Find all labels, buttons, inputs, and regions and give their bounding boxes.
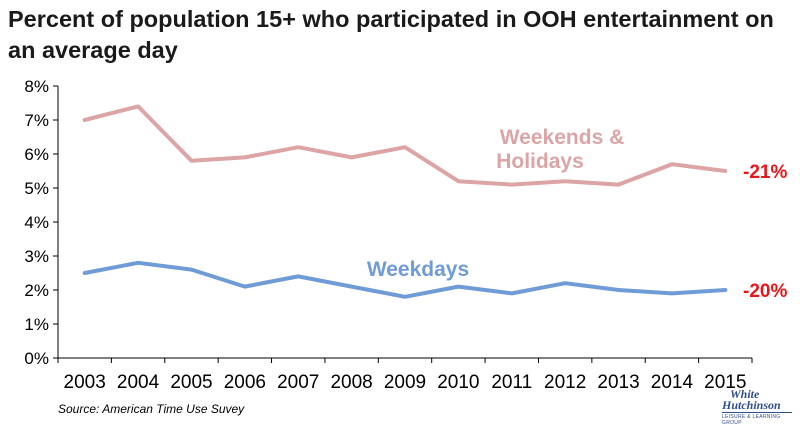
weekends-holidays-line — [82, 104, 728, 187]
y-tick-label: 0% — [24, 349, 49, 368]
x-tick-label: 2014 — [651, 372, 694, 393]
weekdays-change-label: -20% — [743, 281, 787, 302]
x-tick-label: 2006 — [224, 372, 266, 393]
logo-line-1: White — [730, 387, 760, 401]
y-tick-label: 7% — [24, 111, 49, 130]
weekdays-series-label: Weekdays — [367, 258, 469, 281]
x-tick-label: 2003 — [64, 372, 106, 393]
logo-divider — [722, 412, 792, 413]
x-tick-label: 2004 — [117, 372, 160, 393]
y-tick-label: 2% — [24, 281, 49, 300]
source-note: Source: American Time Use Suvey — [58, 402, 245, 416]
logo-line-3: LEISURE & LEARNING GROUP — [722, 414, 781, 426]
x-tick-label: 2013 — [597, 372, 639, 393]
company-logo: White Hutchinson LEISURE & LEARNING GROU… — [722, 388, 794, 428]
y-tick-label: 8% — [24, 77, 49, 96]
weekdays-line — [82, 260, 728, 299]
x-tick-label: 2009 — [384, 372, 426, 393]
x-tick-label: 2012 — [544, 372, 586, 393]
x-tick-label: 2010 — [437, 372, 479, 393]
y-tick-label: 4% — [24, 213, 49, 232]
weekends-series-label-line1: Weekends & — [500, 126, 625, 149]
y-tick-label: 1% — [24, 315, 49, 334]
x-tick-label: 2015 — [704, 372, 746, 393]
weekends-change-label: -21% — [743, 162, 787, 183]
x-tick-label: 2011 — [491, 372, 532, 393]
y-tick-label: 5% — [24, 179, 49, 198]
x-tick-label: 2005 — [170, 372, 212, 393]
x-tick-label: 2007 — [277, 372, 319, 393]
logo-line-2: Hutchinson — [722, 398, 781, 412]
y-tick-label: 6% — [24, 145, 49, 164]
y-tick-label: 3% — [24, 247, 49, 266]
chart-title: Percent of population 15+ who participat… — [8, 6, 774, 63]
x-tick-label: 2008 — [330, 372, 372, 393]
weekends-series-label-line2: Holidays — [496, 150, 584, 173]
